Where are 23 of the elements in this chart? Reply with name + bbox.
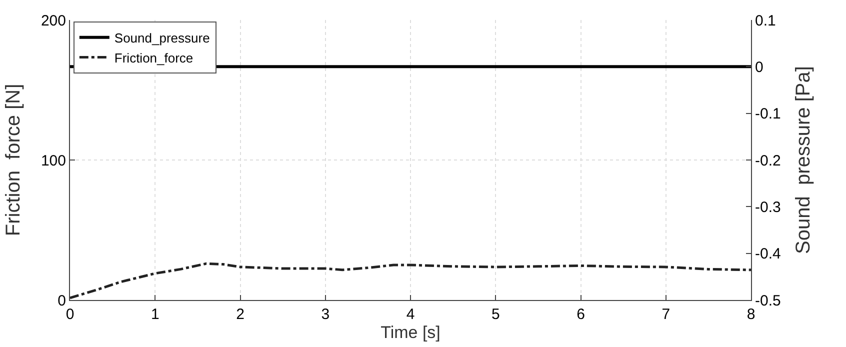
x-tick-label: 2 bbox=[236, 306, 244, 323]
y-tick-label: 200 bbox=[40, 12, 66, 30]
x-tick-label: 7 bbox=[662, 306, 670, 323]
y-tick-label: 0 bbox=[58, 292, 66, 310]
x-axis-title: Time [s] bbox=[380, 323, 440, 342]
y2-tick-label: -0.4 bbox=[755, 246, 781, 263]
y2-tick-label: -0.2 bbox=[755, 152, 781, 170]
y2-tick-label: -0.3 bbox=[755, 198, 781, 216]
x-tick-label: 4 bbox=[406, 306, 415, 323]
y2-tick-label: -0.5 bbox=[755, 292, 781, 310]
y2-axis-title: Sound pressure [Pa] bbox=[792, 66, 814, 254]
legend-label: Friction_force bbox=[114, 50, 194, 66]
legend-label: Sound_pressure bbox=[114, 30, 210, 46]
y-axis-title: Friction force [N] bbox=[2, 84, 24, 236]
y2-tick-label: -0.1 bbox=[755, 106, 781, 123]
x-tick-label: 6 bbox=[576, 306, 585, 323]
y2-tick-label: 0.1 bbox=[755, 12, 776, 30]
y-tick-label: 100 bbox=[40, 152, 66, 170]
y2-tick-label: 0 bbox=[755, 58, 764, 76]
x-tick-label: 8 bbox=[746, 306, 756, 323]
x-tick-label: 5 bbox=[491, 306, 500, 323]
x-tick-label: 3 bbox=[321, 306, 330, 323]
x-tick-label: 1 bbox=[150, 306, 160, 323]
